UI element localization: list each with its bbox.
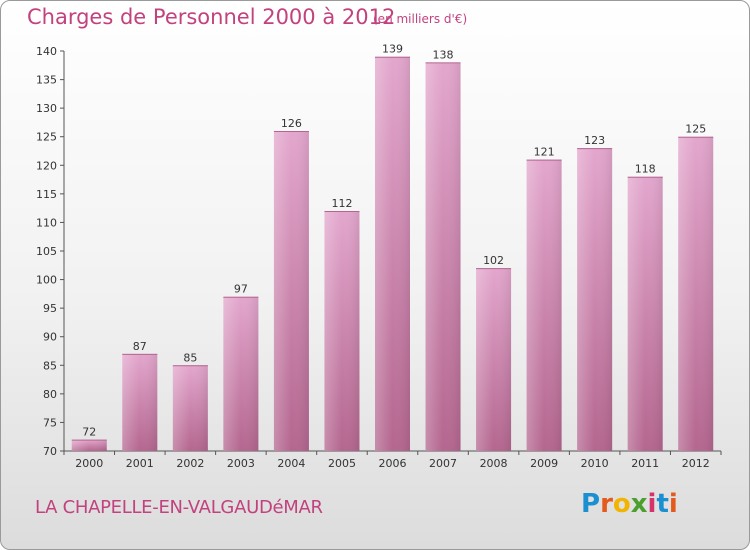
data-label-2004: 126 (281, 117, 302, 130)
logo-letter: x (630, 489, 648, 519)
x-tick-label-2005: 2005 (328, 457, 356, 470)
chart-subtitle: (en milliers d'€) (373, 12, 468, 26)
chart-bars (71, 56, 714, 452)
y-tick-label: 90 (43, 331, 57, 344)
x-tick-label-2002: 2002 (176, 457, 204, 470)
data-label-2003: 97 (234, 283, 248, 296)
x-tick-label-2001: 2001 (126, 457, 154, 470)
y-tick-label: 75 (43, 416, 57, 429)
bar-shade-2008 (476, 268, 512, 451)
bar-shade-2006 (375, 56, 410, 451)
y-tick-label: 110 (36, 216, 57, 229)
bar-shade-2004 (273, 131, 309, 451)
y-tick-label: 80 (43, 388, 57, 401)
data-label-2009: 121 (534, 146, 555, 159)
bar-shade-2002 (172, 365, 208, 451)
data-label-2005: 112 (331, 197, 352, 210)
y-tick-label: 130 (36, 102, 57, 115)
data-label-2010: 123 (584, 134, 605, 147)
x-tick-label-2009: 2009 (530, 457, 558, 470)
y-tick-label: 140 (36, 45, 57, 58)
chart-data-labels: 72 2000 87 2001 85 2002 97 2003 126 2004 112 2005 13… (75, 43, 709, 470)
bar-shade-2009 (526, 159, 562, 452)
bar-shade-2012 (678, 136, 714, 451)
x-tick-label-2010: 2010 (581, 457, 609, 470)
bar-shade-2005 (324, 211, 360, 451)
y-tick-label: 125 (36, 131, 57, 144)
data-label-2011: 118 (635, 163, 656, 176)
data-label-2000: 72 (82, 426, 96, 439)
x-tick-label-2008: 2008 (480, 457, 508, 470)
x-tick-label-2004: 2004 (277, 457, 305, 470)
x-tick-label-2003: 2003 (227, 457, 255, 470)
x-tick-label-2011: 2011 (631, 457, 659, 470)
y-tick-label: 115 (36, 188, 57, 201)
y-tick-label: 70 (43, 445, 57, 458)
logo-letter: t (656, 489, 669, 519)
x-tick-label-2012: 2012 (682, 457, 710, 470)
x-tick-label-2000: 2000 (75, 457, 103, 470)
data-label-2007: 138 (433, 48, 454, 61)
logo-letter: i (668, 489, 678, 519)
bar-shade-2007 (425, 62, 461, 452)
y-tick-label: 120 (36, 159, 57, 172)
bar-shade-2003 (223, 296, 259, 451)
data-label-2001: 87 (133, 340, 147, 353)
x-tick-label-2007: 2007 (429, 457, 457, 470)
bar-shade-2011 (627, 176, 663, 451)
y-tick-label: 105 (36, 245, 57, 258)
y-tick-label: 95 (43, 302, 57, 315)
data-label-2006: 139 (382, 43, 403, 56)
y-tick-label: 100 (36, 274, 57, 287)
y-tick-label: 135 (36, 74, 57, 87)
logo-letter: o (612, 489, 631, 519)
logo-letter: P (581, 489, 601, 519)
chart-axes: 70 75 80 85 90 95 100 105 110 115 120 125 130 135 140 (36, 45, 722, 458)
data-label-2012: 125 (685, 123, 706, 136)
data-label-2002: 85 (183, 351, 197, 364)
bar-shade-2000 (71, 439, 107, 451)
bar-shade-2001 (122, 353, 158, 451)
proxiti-logo: Proxiti (581, 489, 678, 519)
logo-letter: i (647, 489, 657, 519)
x-tick-label-2006: 2006 (379, 457, 407, 470)
bar-shade-2010 (577, 148, 613, 451)
commune-name: LA CHAPELLE-EN-VALGAUDéMAR (35, 497, 323, 518)
y-tick-label: 85 (43, 359, 57, 372)
logo-letter: r (600, 489, 613, 519)
chart-title: Charges de Personnel 2000 à 2012 (27, 5, 396, 29)
data-label-2008: 102 (483, 254, 504, 267)
